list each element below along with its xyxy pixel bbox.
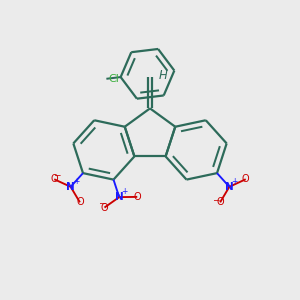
Text: Cl: Cl (109, 74, 120, 84)
Text: +: + (232, 177, 238, 186)
Text: N: N (66, 182, 75, 192)
Text: −: − (53, 170, 61, 179)
Text: N: N (225, 182, 234, 192)
Text: O: O (101, 202, 108, 212)
Text: +: + (73, 177, 79, 186)
Text: +: + (122, 187, 128, 196)
Text: −: − (212, 195, 219, 204)
Text: O: O (76, 197, 84, 207)
Text: N: N (115, 192, 124, 202)
Text: O: O (134, 192, 141, 202)
Text: O: O (242, 174, 250, 184)
Text: O: O (216, 197, 224, 207)
Text: O: O (50, 174, 58, 184)
Text: H: H (158, 69, 167, 82)
Text: −: − (98, 198, 105, 207)
